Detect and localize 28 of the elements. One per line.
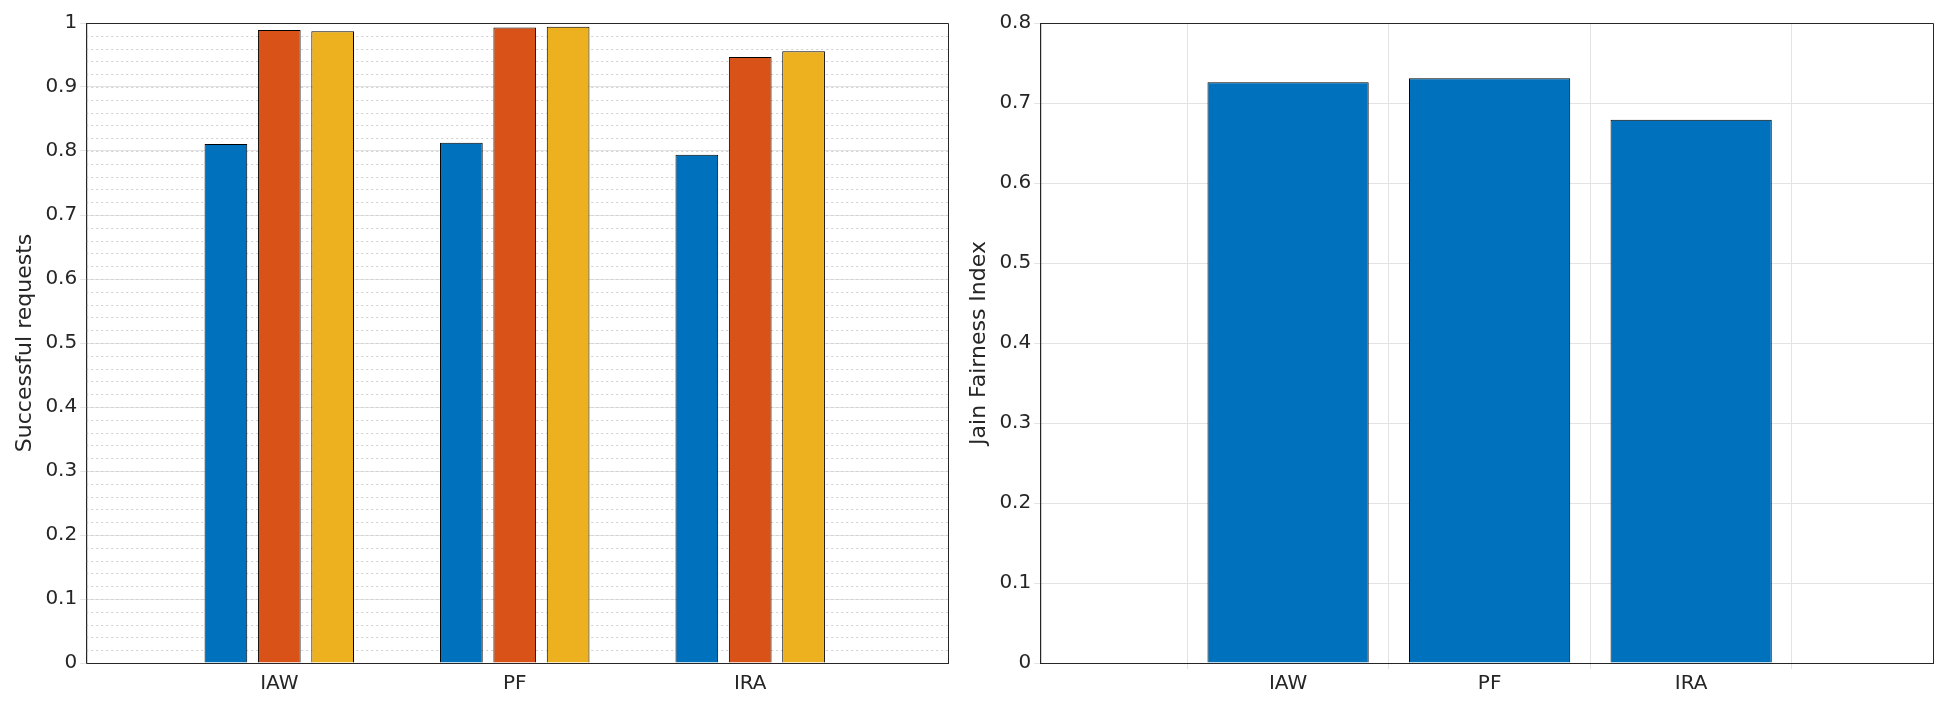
y-tick-label: 0.6 [999, 169, 1032, 194]
x-tick-label: PF [502, 670, 527, 695]
y-tick-label: 0.5 [999, 249, 1032, 274]
y-axis-title: Successful requests [10, 233, 36, 453]
y-tick-label: 0.7 [45, 201, 78, 226]
y-tick-label: 0.1 [999, 569, 1032, 594]
y-tick-label: 0.2 [45, 521, 78, 546]
y-tick-label: 0.8 [999, 9, 1032, 34]
y-tick-label: 1 [64, 9, 78, 34]
y-axis-title: Jain Fairness Index [964, 241, 990, 447]
x-tick-label: IRA [733, 670, 767, 695]
y-tick-label: 0.5 [45, 329, 78, 354]
x-tick-label: IRA [1674, 670, 1708, 695]
y-tick-label: 0.3 [45, 457, 78, 482]
y-tick-label: 0.7 [999, 89, 1032, 114]
y-tick-label: 0.6 [45, 265, 78, 290]
x-tick-label: IAW [260, 670, 299, 695]
y-tick-label: 0.3 [999, 409, 1032, 434]
y-tick-label: 0.8 [45, 137, 78, 162]
y-tick-label: 0.2 [999, 489, 1032, 514]
x-tick-label: IAW [1268, 670, 1308, 695]
y-tick-label: 0 [1018, 649, 1032, 674]
y-tick-label: 0.1 [45, 585, 78, 610]
y-tick-label: 0 [64, 649, 78, 674]
y-tick-label: 0.9 [45, 73, 78, 98]
y-tick-label: 0.4 [999, 329, 1032, 354]
x-tick-label: PF [1477, 670, 1502, 695]
y-tick-label: 0.4 [45, 393, 78, 418]
